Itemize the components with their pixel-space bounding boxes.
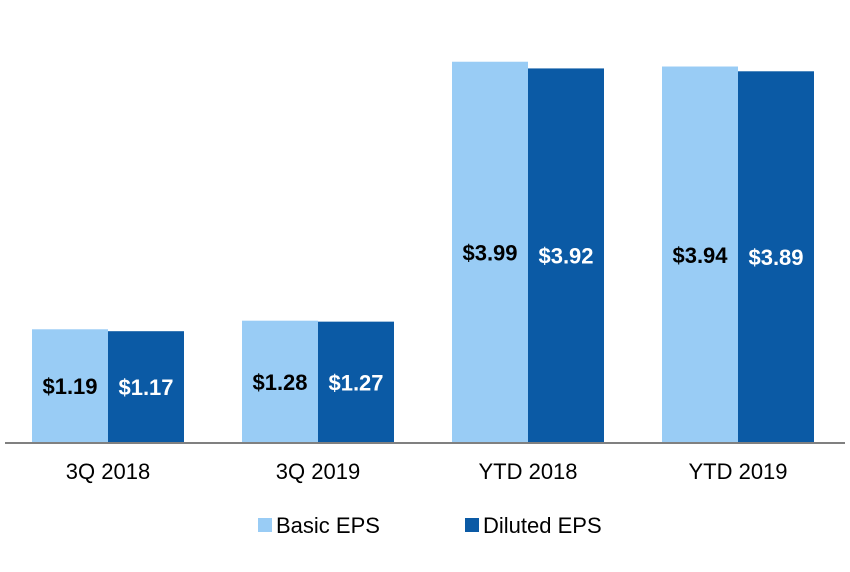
data-label-basic-eps-3q-2019: $1.28 xyxy=(252,370,307,395)
data-label-diluted-eps-3q-2018: $1.17 xyxy=(118,375,173,400)
bar-basic-eps-ytd-2019 xyxy=(662,66,738,443)
data-label-basic-eps-ytd-2019: $3.94 xyxy=(672,243,728,268)
legend: Basic EPS Diluted EPS xyxy=(258,513,602,538)
data-label-basic-eps-ytd-2018: $3.99 xyxy=(462,240,517,265)
bar-diluted-eps-ytd-2019 xyxy=(738,71,814,444)
legend-swatch-basic-eps xyxy=(258,518,272,532)
x-tick-label-3q-2019: 3Q 2019 xyxy=(276,459,360,484)
x-tick-label-ytd-2019: YTD 2019 xyxy=(688,459,787,484)
data-label-diluted-eps-ytd-2018: $3.92 xyxy=(538,244,593,269)
x-tick-label-ytd-2018: YTD 2018 xyxy=(478,459,577,484)
bar-diluted-eps-3q-2018 xyxy=(108,331,184,443)
bar-diluted-eps-ytd-2018 xyxy=(528,68,604,443)
bar-labels-layer: $1.19 $1.17 $1.28 $1.27 $3.99 $3.92 $3.94 $3.89 xyxy=(42,240,803,400)
x-tick-labels: 3Q 2018 3Q 2019 YTD 2018 YTD 2019 xyxy=(66,459,788,484)
bar-diluted-eps-3q-2019 xyxy=(318,321,394,443)
legend-label-basic-eps: Basic EPS xyxy=(276,513,380,538)
legend-swatch-diluted-eps xyxy=(465,518,479,532)
bar-basic-eps-ytd-2018 xyxy=(452,61,528,443)
legend-item-basic-eps: Basic EPS xyxy=(258,513,380,538)
data-label-diluted-eps-3q-2019: $1.27 xyxy=(328,370,383,395)
legend-label-diluted-eps: Diluted EPS xyxy=(483,513,602,538)
legend-item-diluted-eps: Diluted EPS xyxy=(465,513,602,538)
bar-basic-eps-3q-2019 xyxy=(242,320,318,443)
bar-basic-eps-3q-2018 xyxy=(32,329,108,443)
bars-layer xyxy=(32,61,814,444)
data-label-basic-eps-3q-2018: $1.19 xyxy=(42,374,97,399)
x-tick-label-3q-2018: 3Q 2018 xyxy=(66,459,150,484)
data-label-diluted-eps-ytd-2019: $3.89 xyxy=(748,245,803,270)
